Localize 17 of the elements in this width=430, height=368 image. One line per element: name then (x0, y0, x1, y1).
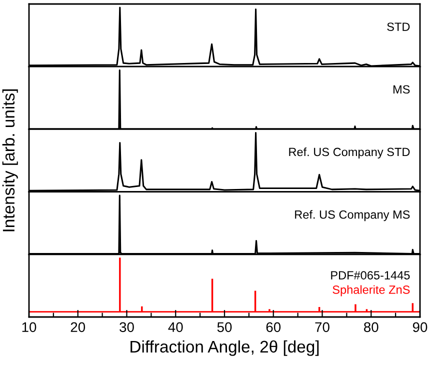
x-tick-label: 40 (168, 322, 183, 332)
x-axis-title: Diffraction Angle, 2θ [deg] (130, 340, 319, 356)
x-tick-label: 20 (70, 322, 86, 332)
text: Ref. US Company STD (289, 148, 410, 158)
series-label: Sphalerite ZnS (332, 285, 410, 296)
x-tick-label: 30 (120, 322, 134, 332)
text: MS (393, 85, 410, 94)
x-tick-label: 70 (315, 322, 330, 332)
x-tick-label: 10 (22, 322, 36, 332)
x-tick-label: 50 (217, 322, 232, 332)
annotation: PDF#065-1445 (331, 271, 410, 280)
x-tick-label: 90 (412, 322, 428, 332)
x-tick-label: 80 (364, 322, 378, 332)
y-axis-title: Intensity [arb. units] (2, 89, 18, 232)
x-tick-label: 60 (266, 322, 281, 332)
text: Ref. US Company MS (295, 210, 410, 222)
text: STD (387, 22, 410, 31)
